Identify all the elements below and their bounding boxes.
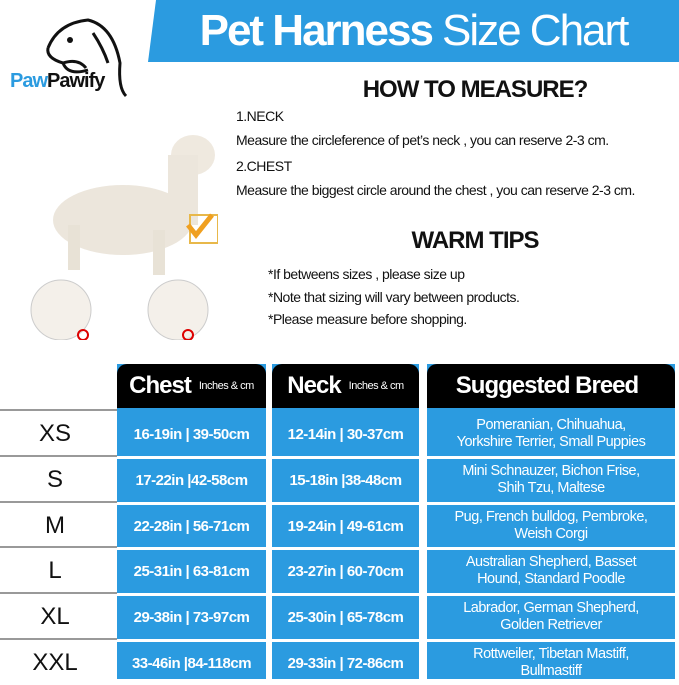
chest-value: 16-19in | 39-50cm (133, 425, 250, 443)
dog-photo (30, 135, 218, 340)
row-divider (427, 547, 675, 550)
size-label: M (45, 512, 65, 539)
breed-cell: Rottweiler, Tibetan Mastiff, Bullmastiff (427, 641, 675, 685)
chest-column: Chest Inches & cm 16-19in | 39-50cm 17-22i… (117, 364, 266, 679)
row-divider (427, 502, 675, 505)
chest-value: 17-22in |42-58cm (135, 471, 248, 489)
chest-value: 33-46in |84-118cm (131, 654, 252, 672)
neck-header: Neck Inches & cm (272, 364, 419, 412)
row-divider (117, 593, 266, 596)
neck-cell: 29-33in | 72-86cm (272, 641, 419, 685)
neck-value: 25-30in | 65-78cm (287, 608, 404, 626)
row-line (0, 546, 117, 548)
row-line (0, 592, 117, 594)
size-label: XXL (32, 649, 78, 676)
neck-unit: Inches & cm (348, 380, 405, 392)
breed-header-label: Suggested Breed (455, 372, 639, 399)
breed-cell: Australian Shepherd, Basset Hound, Stand… (427, 549, 675, 593)
row-line (0, 409, 117, 411)
neck-value: 15-18in |38-48cm (289, 471, 402, 489)
breed-column: Suggested Breed Pomeranian, Chihuahua, Y… (427, 364, 675, 679)
size-label: XS (38, 420, 71, 447)
chest-label: 2.CHEST (236, 158, 292, 174)
chest-header-label: Chest (129, 372, 192, 399)
title-banner: Pet Harness Size Chart (148, 0, 679, 62)
chest-cell: 29-38in | 73-97cm (117, 595, 266, 639)
neck-column: Neck Inches & cm 12-14in | 30-37cm 15-18in… (272, 364, 419, 679)
chest-header: Chest Inches & cm (117, 364, 266, 412)
neck-instructions: Measure the circleference of pet’s neck … (236, 132, 609, 148)
size-label: S (46, 466, 63, 493)
tip: *If betweens sizes , please size up (268, 266, 465, 282)
row-divider (117, 502, 266, 505)
row-divider (272, 502, 419, 505)
chest-value: 22-28in | 56-71cm (133, 517, 250, 535)
row-divider (272, 456, 419, 459)
chest-unit: Inches & cm (198, 380, 255, 392)
breed-value: Mini Schnauzer, Bichon Frise, Shih Tzu, … (462, 463, 640, 496)
row-divider (427, 593, 675, 596)
row-divider (272, 593, 419, 596)
brand-part1: Paw (10, 70, 48, 92)
row-divider (272, 547, 419, 550)
brand-logo-text: PawPawify (10, 70, 105, 93)
row-divider (117, 639, 266, 642)
breed-value: Pug, French bulldog, Pembroke, Weish Cor… (454, 509, 648, 542)
size-label: L (48, 557, 62, 584)
neck-label: 1.NECK (236, 108, 284, 124)
breed-cell: Mini Schnauzer, Bichon Frise, Shih Tzu, … (427, 458, 675, 502)
breed-cell: Pug, French bulldog, Pembroke, Weish Cor… (427, 504, 675, 548)
row-divider (272, 639, 419, 642)
brand-part2: Pawify (47, 70, 105, 92)
neck-value: 12-14in | 30-37cm (287, 425, 404, 443)
breed-value: Labrador, German Shepherd, Golden Retrie… (463, 600, 639, 633)
row-divider (427, 639, 675, 642)
chest-value: 29-38in | 73-97cm (133, 608, 250, 626)
neck-value: 23-27in | 60-70cm (287, 562, 404, 580)
breed-cell: Pomeranian, Chihuahua, Yorkshire Terrier… (427, 412, 675, 456)
warm-tips-heading: WARM TIPS (411, 227, 540, 254)
breed-value: Australian Shepherd, Basset Hound, Stand… (465, 554, 637, 587)
chest-cell: 22-28in | 56-71cm (117, 504, 266, 548)
row-line (0, 501, 117, 503)
breed-cell: Labrador, German Shepherd, Golden Retrie… (427, 595, 675, 639)
row-divider (117, 456, 266, 459)
breed-value: Pomeranian, Chihuahua, Yorkshire Terrier… (456, 417, 646, 450)
title-light: Size Chart (441, 6, 629, 55)
neck-cell: 15-18in |38-48cm (272, 458, 419, 502)
neck-header-label: Neck (287, 372, 341, 399)
row-divider (427, 456, 675, 459)
chest-cell: 16-19in | 39-50cm (117, 412, 266, 456)
tip: *Note that sizing will vary between prod… (268, 289, 520, 305)
neck-cell: 19-24in | 49-61cm (272, 504, 419, 548)
neck-value: 19-24in | 49-61cm (287, 517, 404, 535)
chest-value: 25-31in | 63-81cm (133, 562, 250, 580)
size-label: XL (40, 603, 70, 630)
chest-cell: 33-46in |84-118cm (117, 641, 266, 685)
breed-header: Suggested Breed (427, 364, 675, 412)
how-to-measure-heading: HOW TO MEASURE? (362, 76, 589, 103)
row-divider (117, 547, 266, 550)
tip: *Please measure before shopping. (268, 311, 467, 327)
row-line (0, 638, 117, 640)
title-bold: Pet Harness (199, 6, 434, 55)
neck-cell: 25-30in | 65-78cm (272, 595, 419, 639)
chest-instructions: Measure the biggest circle around the ch… (236, 182, 635, 198)
row-line (0, 455, 117, 457)
breed-value: Rottweiler, Tibetan Mastiff, Bullmastiff (473, 646, 629, 679)
neck-cell: 23-27in | 60-70cm (272, 549, 419, 593)
neck-value: 29-33in | 72-86cm (287, 654, 404, 672)
dog-logo-icon (46, 18, 128, 98)
neck-cell: 12-14in | 30-37cm (272, 412, 419, 456)
chest-cell: 17-22in |42-58cm (117, 458, 266, 502)
chest-cell: 25-31in | 63-81cm (117, 549, 266, 593)
